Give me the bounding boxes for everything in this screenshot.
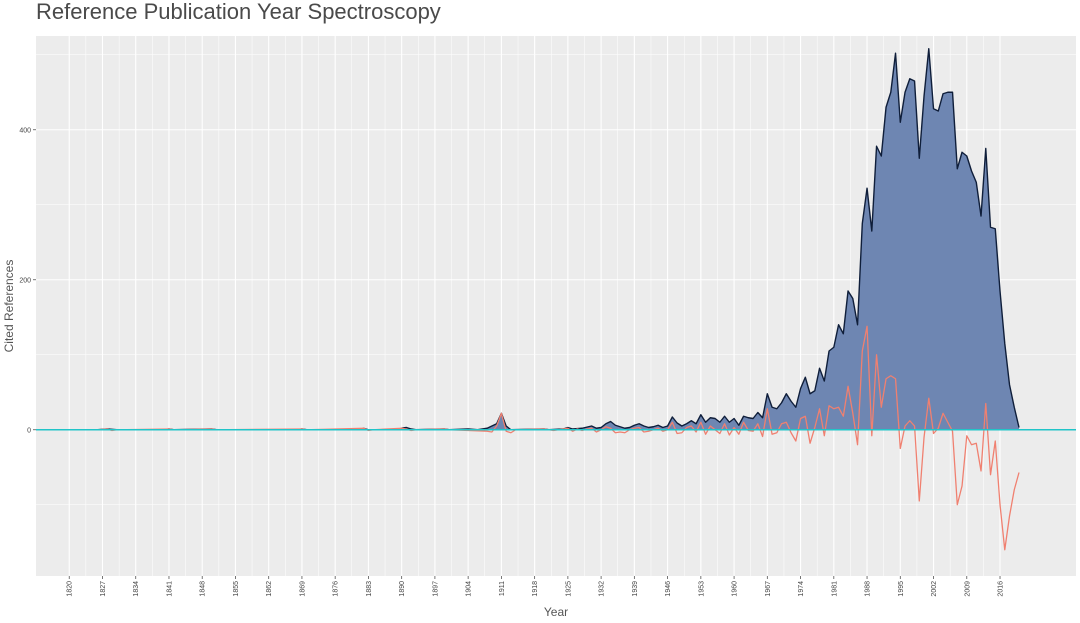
minor-gridlines: [36, 36, 1076, 576]
x-tick-label: 1820: [67, 581, 74, 597]
x-tick-label: 1953: [698, 581, 705, 597]
x-tick-label: 2016: [998, 581, 1005, 597]
x-tick-label: 1988: [865, 581, 872, 597]
x-tick-label: 1911: [499, 581, 506, 596]
x-tick-label: 1932: [599, 581, 606, 597]
x-tick-label: 1876: [333, 581, 340, 597]
y-axis-ticks: 0 200 400: [19, 127, 36, 434]
x-tick-label: 1974: [798, 581, 805, 597]
x-tick-label: 1946: [665, 581, 672, 597]
x-tick-label: 1862: [266, 581, 273, 597]
y-tick-label: 400: [19, 127, 31, 134]
x-tick-label: 1960: [732, 581, 739, 597]
x-tick-label: 1918: [532, 581, 539, 597]
x-tick-label: 1904: [466, 581, 473, 597]
median-deviation-line: [69, 325, 1020, 551]
x-tick-label: 1925: [565, 581, 572, 597]
y-tick-label: 0: [27, 427, 31, 434]
x-axis-ticks: 1820 1827 1834 1841 1848 1855 1862 1869 1876 1883…: [67, 576, 1005, 597]
x-tick-label: 1855: [233, 581, 240, 597]
x-tick-label: 1827: [100, 581, 107, 597]
x-tick-label: 1883: [366, 581, 373, 597]
x-axis-title: Year: [544, 605, 568, 618]
x-tick-label: 1897: [432, 581, 439, 597]
x-tick-label: 1834: [133, 581, 140, 597]
x-tick-label: 2002: [931, 581, 938, 597]
x-tick-label: 1841: [166, 581, 173, 597]
y-tick-label: 200: [19, 277, 31, 284]
x-tick-label: 1869: [299, 581, 306, 597]
x-tick-label: 1967: [765, 581, 772, 597]
x-tick-label: 1981: [831, 581, 838, 597]
x-tick-label: 2009: [964, 581, 971, 597]
cited-references-area: [69, 48, 1020, 430]
x-tick-label: 1890: [399, 581, 406, 597]
x-tick-label: 1995: [898, 581, 905, 597]
chart-title: Reference Publication Year Spectroscopy: [36, 0, 441, 24]
y-axis-title: Cited References: [2, 260, 16, 353]
x-tick-label: 1848: [200, 581, 207, 597]
x-tick-label: 1939: [632, 581, 639, 597]
